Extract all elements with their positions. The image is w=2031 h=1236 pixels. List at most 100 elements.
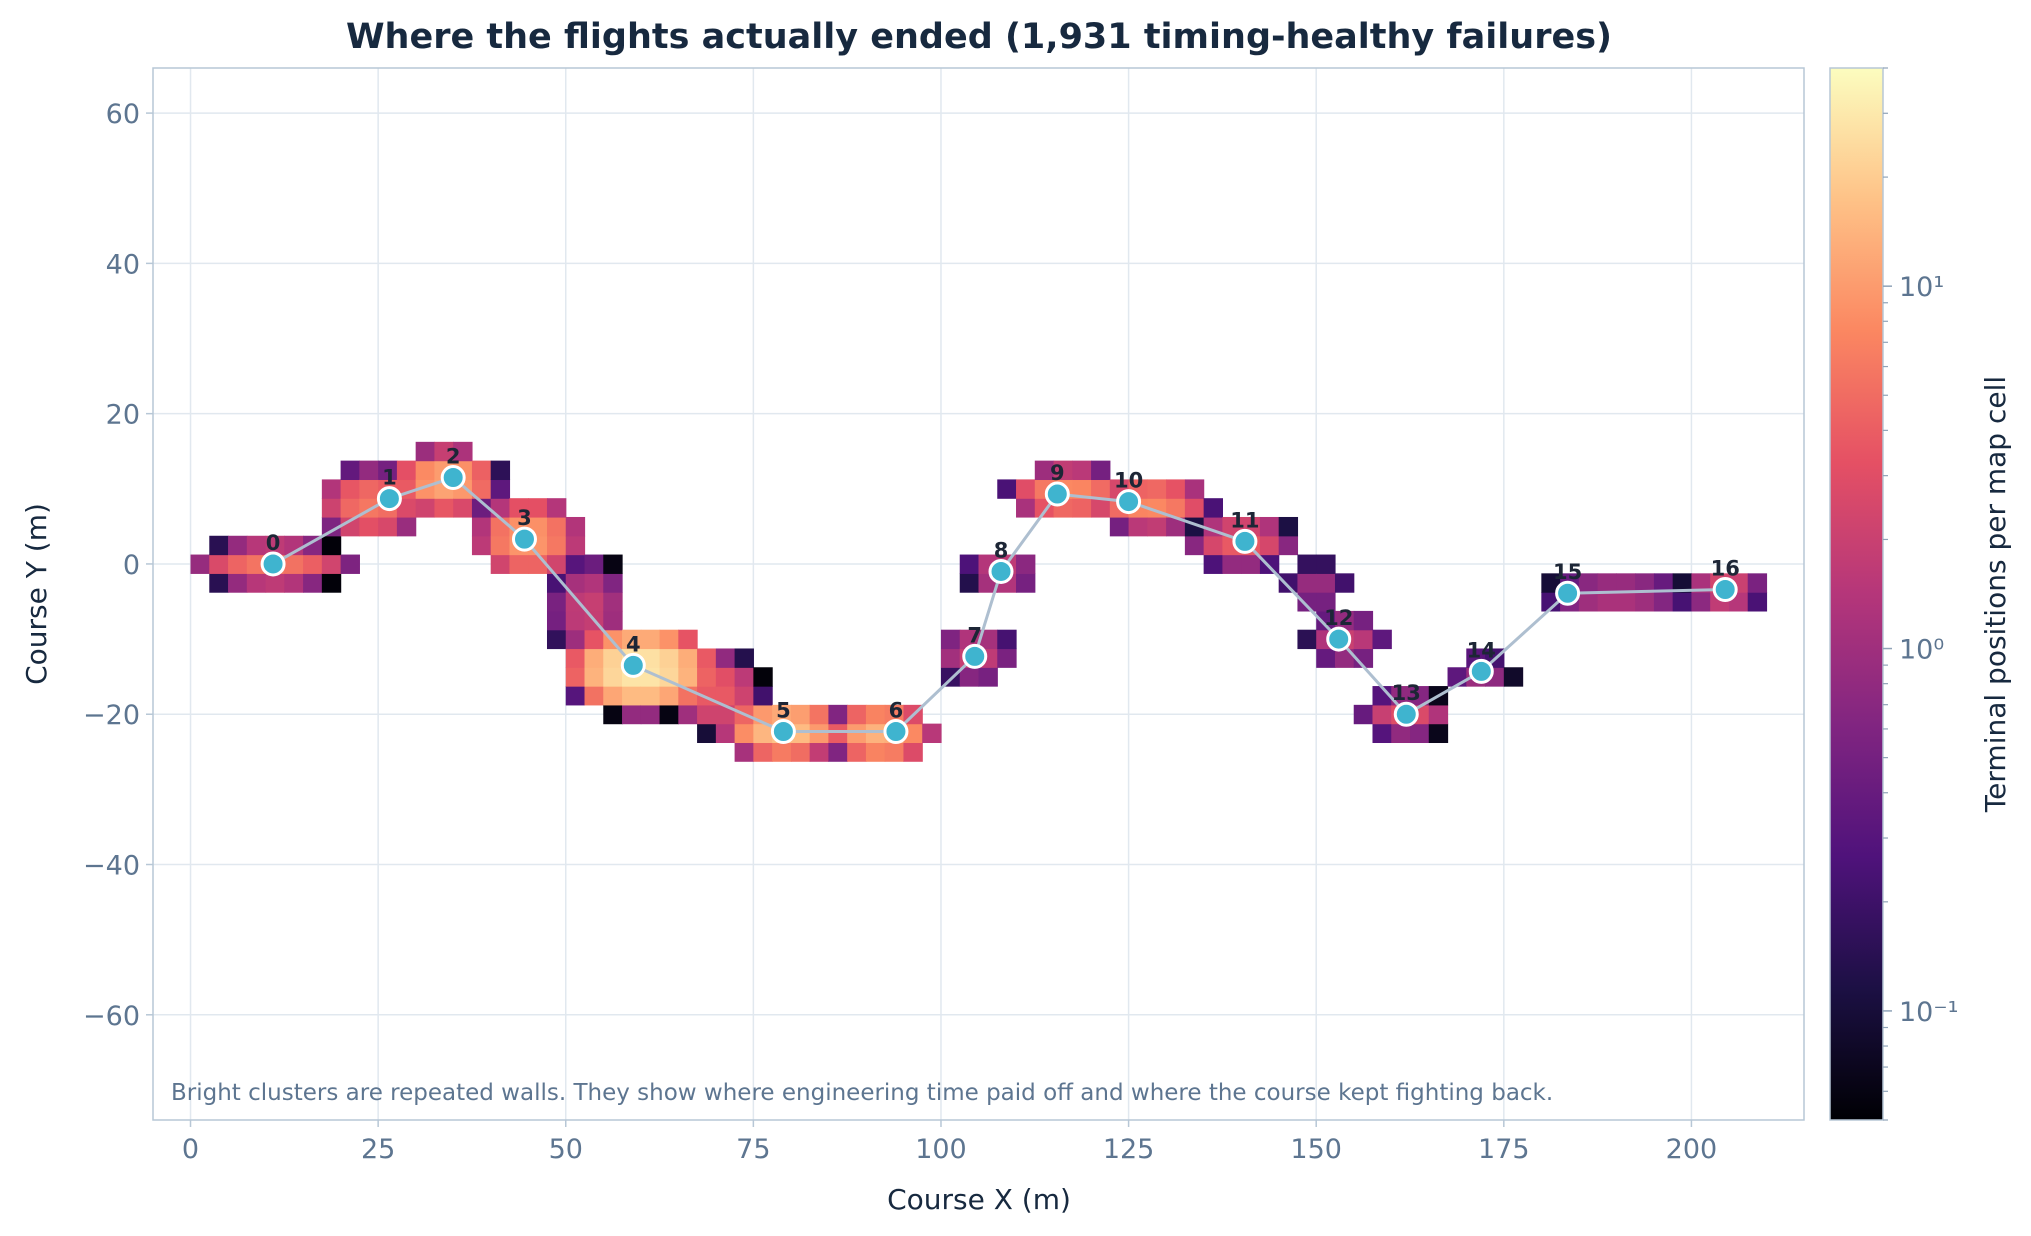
x-tick-label: 175	[1478, 1134, 1530, 1165]
heatmap-cell	[1616, 573, 1636, 593]
heatmap-cell	[1691, 592, 1711, 612]
gate-label: 8	[994, 538, 1009, 562]
heatmap-cell	[1278, 516, 1299, 537]
heatmap-cell	[584, 686, 604, 706]
heatmap-cell	[509, 498, 529, 518]
heatmap-cell	[1316, 592, 1336, 612]
heatmap-cell	[790, 742, 811, 762]
heatmap-cell	[565, 667, 586, 687]
heatmap-cell	[1072, 460, 1092, 481]
heatmap-cell	[1391, 686, 1411, 706]
heatmap-cell	[1091, 460, 1111, 481]
heatmap-cell	[1410, 723, 1430, 744]
heatmap-cell	[1297, 629, 1317, 650]
heatmap-cell	[546, 498, 567, 518]
heatmap-cell	[978, 667, 998, 687]
heatmap-cell	[865, 704, 886, 725]
heatmap-cell	[565, 592, 586, 612]
heatmap-cell	[1259, 554, 1280, 574]
heatmap-cell	[1203, 498, 1223, 518]
heatmap-cell	[1091, 479, 1111, 499]
heatmap-cell	[1428, 723, 1449, 744]
heatmap-cell	[565, 629, 586, 650]
heatmap-cell	[659, 629, 679, 650]
heatmap-cell	[1166, 516, 1186, 537]
heatmap-cell	[1691, 573, 1711, 593]
heatmap-cell	[1616, 592, 1636, 612]
gate-marker	[1468, 658, 1494, 684]
heatmap-cell	[809, 742, 830, 762]
heatmap-cell	[1597, 592, 1617, 612]
heatmap-cell	[1091, 498, 1111, 518]
gate-marker	[376, 486, 402, 512]
heatmap-cell	[828, 742, 848, 762]
heatmap-cell	[584, 667, 604, 687]
heatmap-cell	[828, 723, 848, 744]
heatmap-cell	[321, 535, 342, 556]
heatmap-cell	[1184, 498, 1205, 518]
gate-label: 15	[1553, 560, 1582, 584]
gate-label: 3	[517, 506, 532, 530]
heatmap-cell	[734, 742, 754, 762]
heatmap-cell	[678, 629, 698, 650]
heatmap-cell	[1653, 573, 1674, 593]
gate-label: 1	[382, 466, 397, 490]
heatmap-cell	[622, 686, 642, 706]
heatmap-cell	[1372, 629, 1392, 650]
heatmap-cell	[603, 704, 623, 725]
heatmap-cell	[415, 498, 436, 518]
heatmap-cell	[1184, 479, 1205, 499]
heatmap-cell	[809, 723, 830, 744]
heatmap-cell	[378, 516, 398, 537]
x-tick-label: 50	[549, 1134, 583, 1165]
heatmap-cell	[903, 742, 923, 762]
heatmap-cell	[1316, 554, 1336, 574]
heatmap-cell	[265, 573, 285, 593]
gate-marker	[770, 719, 796, 745]
heatmap-cell	[1635, 573, 1655, 593]
heatmap-cell	[922, 723, 942, 744]
heatmap-cell	[997, 629, 1017, 650]
heatmap-cell	[378, 460, 398, 481]
heatmap-cell	[1578, 592, 1599, 612]
heatmap-cell	[603, 667, 623, 687]
heatmap-cell	[1184, 535, 1205, 556]
heatmap-cell	[546, 592, 567, 612]
heatmap-cell	[471, 535, 492, 556]
heatmap-cell	[190, 554, 210, 574]
heatmap-cell	[790, 704, 811, 725]
heatmap-cell	[865, 742, 886, 762]
heatmap-cell	[228, 554, 248, 574]
gate-label: 4	[626, 632, 641, 656]
heatmap-cell	[753, 686, 773, 706]
heatmap-cell	[697, 667, 717, 687]
heatmap-cell	[1653, 592, 1674, 612]
heatmap-cell	[1316, 648, 1336, 668]
y-tick-label: 60	[106, 99, 140, 130]
heatmap-cell	[396, 460, 417, 481]
heatmap-cell	[847, 742, 867, 762]
heatmap-cell	[1241, 554, 1261, 574]
heatmap-cell	[1222, 516, 1242, 537]
heatmap-cell	[715, 648, 736, 668]
heatmap-cell	[847, 723, 867, 744]
y-tick-label: −40	[83, 851, 140, 882]
x-tick-label: 125	[1103, 1134, 1155, 1165]
y-tick-label: 0	[123, 550, 140, 581]
heatmap-cell	[321, 479, 342, 499]
x-tick-label: 75	[736, 1134, 770, 1165]
heatmap-cell	[415, 460, 436, 481]
gate-marker	[962, 643, 988, 669]
y-tick-label: 40	[106, 249, 140, 280]
heatmap-cell	[1747, 592, 1768, 612]
heatmap-cell	[434, 441, 454, 462]
heatmap-cell	[603, 610, 623, 631]
heatmap-cell	[734, 686, 754, 706]
heatmap-cell	[565, 648, 586, 668]
x-axis-label: Course X (m)	[887, 1183, 1071, 1216]
heatmap-cell	[284, 554, 304, 574]
gate-marker	[1555, 580, 1581, 606]
heatmap-cell	[584, 629, 604, 650]
heatmap-cell	[640, 648, 661, 668]
heatmap-cell	[884, 704, 905, 725]
